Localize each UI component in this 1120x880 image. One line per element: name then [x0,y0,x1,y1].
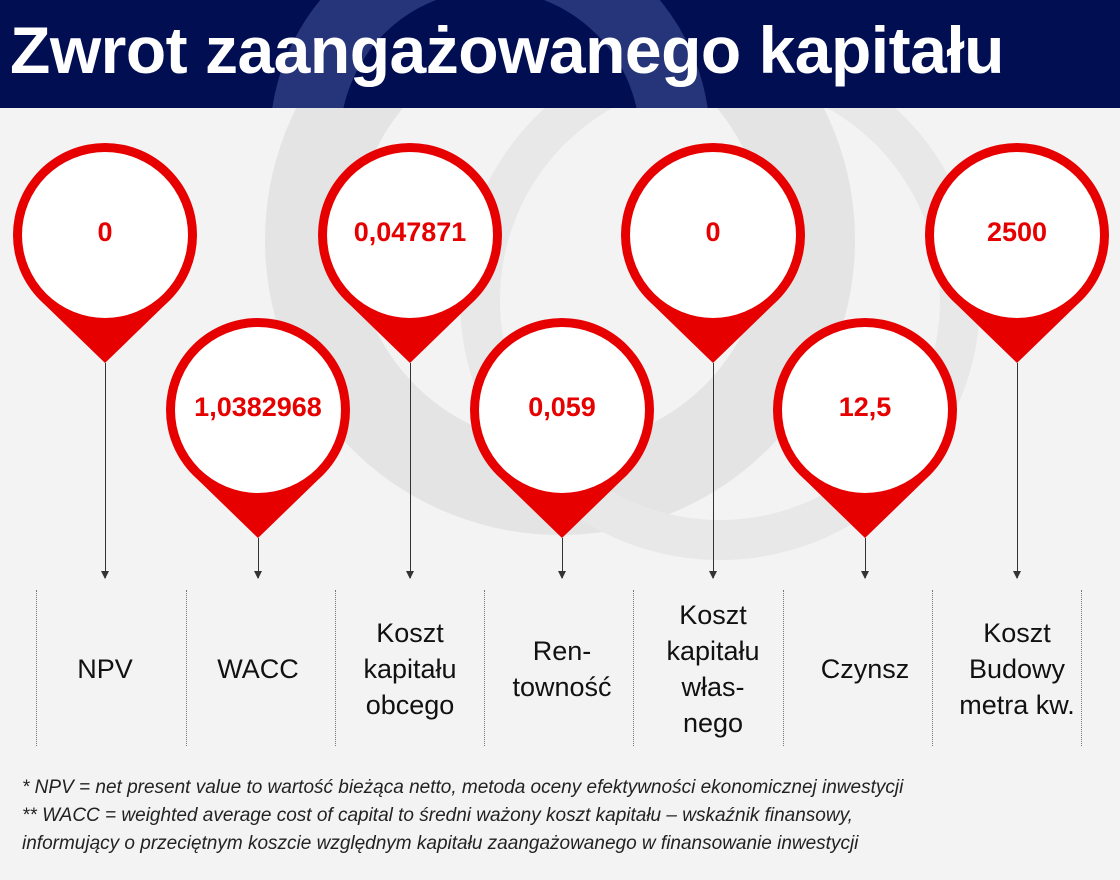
down-arrow-icon [861,538,869,579]
map-pin-icon [318,143,502,363]
metric-label-text: Koszt Budowy metra kw. [959,618,1075,720]
value-pin: 0,059 [462,310,662,550]
value-pin: 1,0382968 [158,310,358,550]
down-arrow-icon [254,538,262,579]
footnote-npv: * NPV = net present value to wartość bie… [22,777,904,798]
metric-label-text: Koszt kapitału obcego [363,618,457,720]
metric-label: NPV [31,592,179,746]
value-pin: 0 [5,135,205,375]
metric-label: Koszt kapitału obcego [336,592,484,746]
footnotes: * NPV = net present value to wartość bie… [22,774,903,858]
metric-label-text: NPV [77,654,133,684]
column-divider [932,590,933,746]
metric-label: Koszt Budowy metra kw. [943,592,1091,746]
pin-value: 12,5 [838,392,892,422]
value-pin: 0,047871 [310,135,510,375]
map-pin-icon [773,318,957,538]
pin-value: 0,059 [528,392,596,422]
header-banner: Zwrot zaangażowanego kapitału [0,0,1120,108]
value-pin: 2500 [917,135,1117,375]
map-pin-icon [621,143,805,363]
column-divider [186,590,187,746]
metric-label: WACC [184,592,332,746]
column-divider [633,590,634,746]
metric-label: Czynsz [791,592,939,746]
map-pin-icon [166,318,350,538]
pin-value: 0 [97,217,113,247]
metric-label-text: WACC [217,654,299,684]
value-pin: 12,5 [765,310,965,550]
pin-value: 1,0382968 [194,392,322,422]
metric-label: Ren- towność [488,592,636,746]
down-arrow-icon [1013,363,1021,579]
value-pin: 0 [613,135,813,375]
pin-value: 2500 [986,217,1048,247]
page-title: Zwrot zaangażowanego kapitału [10,13,1004,87]
down-arrow-icon [558,538,566,579]
down-arrow-icon [101,363,109,579]
column-divider [335,590,336,746]
metric-label-text: Czynsz [820,654,910,684]
footnote-wacc-cont: informujący o przeciętnym koszcie względ… [22,833,859,854]
down-arrow-icon [406,363,414,579]
column-divider [1081,590,1082,746]
column-divider [484,590,485,746]
metric-label-text: Koszt kapitału włas- nego [666,600,760,738]
pin-value: 0,047871 [353,217,467,247]
map-pin-icon [470,318,654,538]
metric-label: Koszt kapitału włas- nego [639,592,787,746]
footnote-wacc: ** WACC = weighted average cost of capit… [22,805,853,826]
map-pin-icon [13,143,197,363]
column-divider [783,590,784,746]
column-divider [36,590,37,746]
down-arrow-icon [709,363,717,579]
metric-label-text: Ren- towność [512,636,612,702]
map-pin-icon [925,143,1109,363]
pin-value: 0 [705,217,721,247]
